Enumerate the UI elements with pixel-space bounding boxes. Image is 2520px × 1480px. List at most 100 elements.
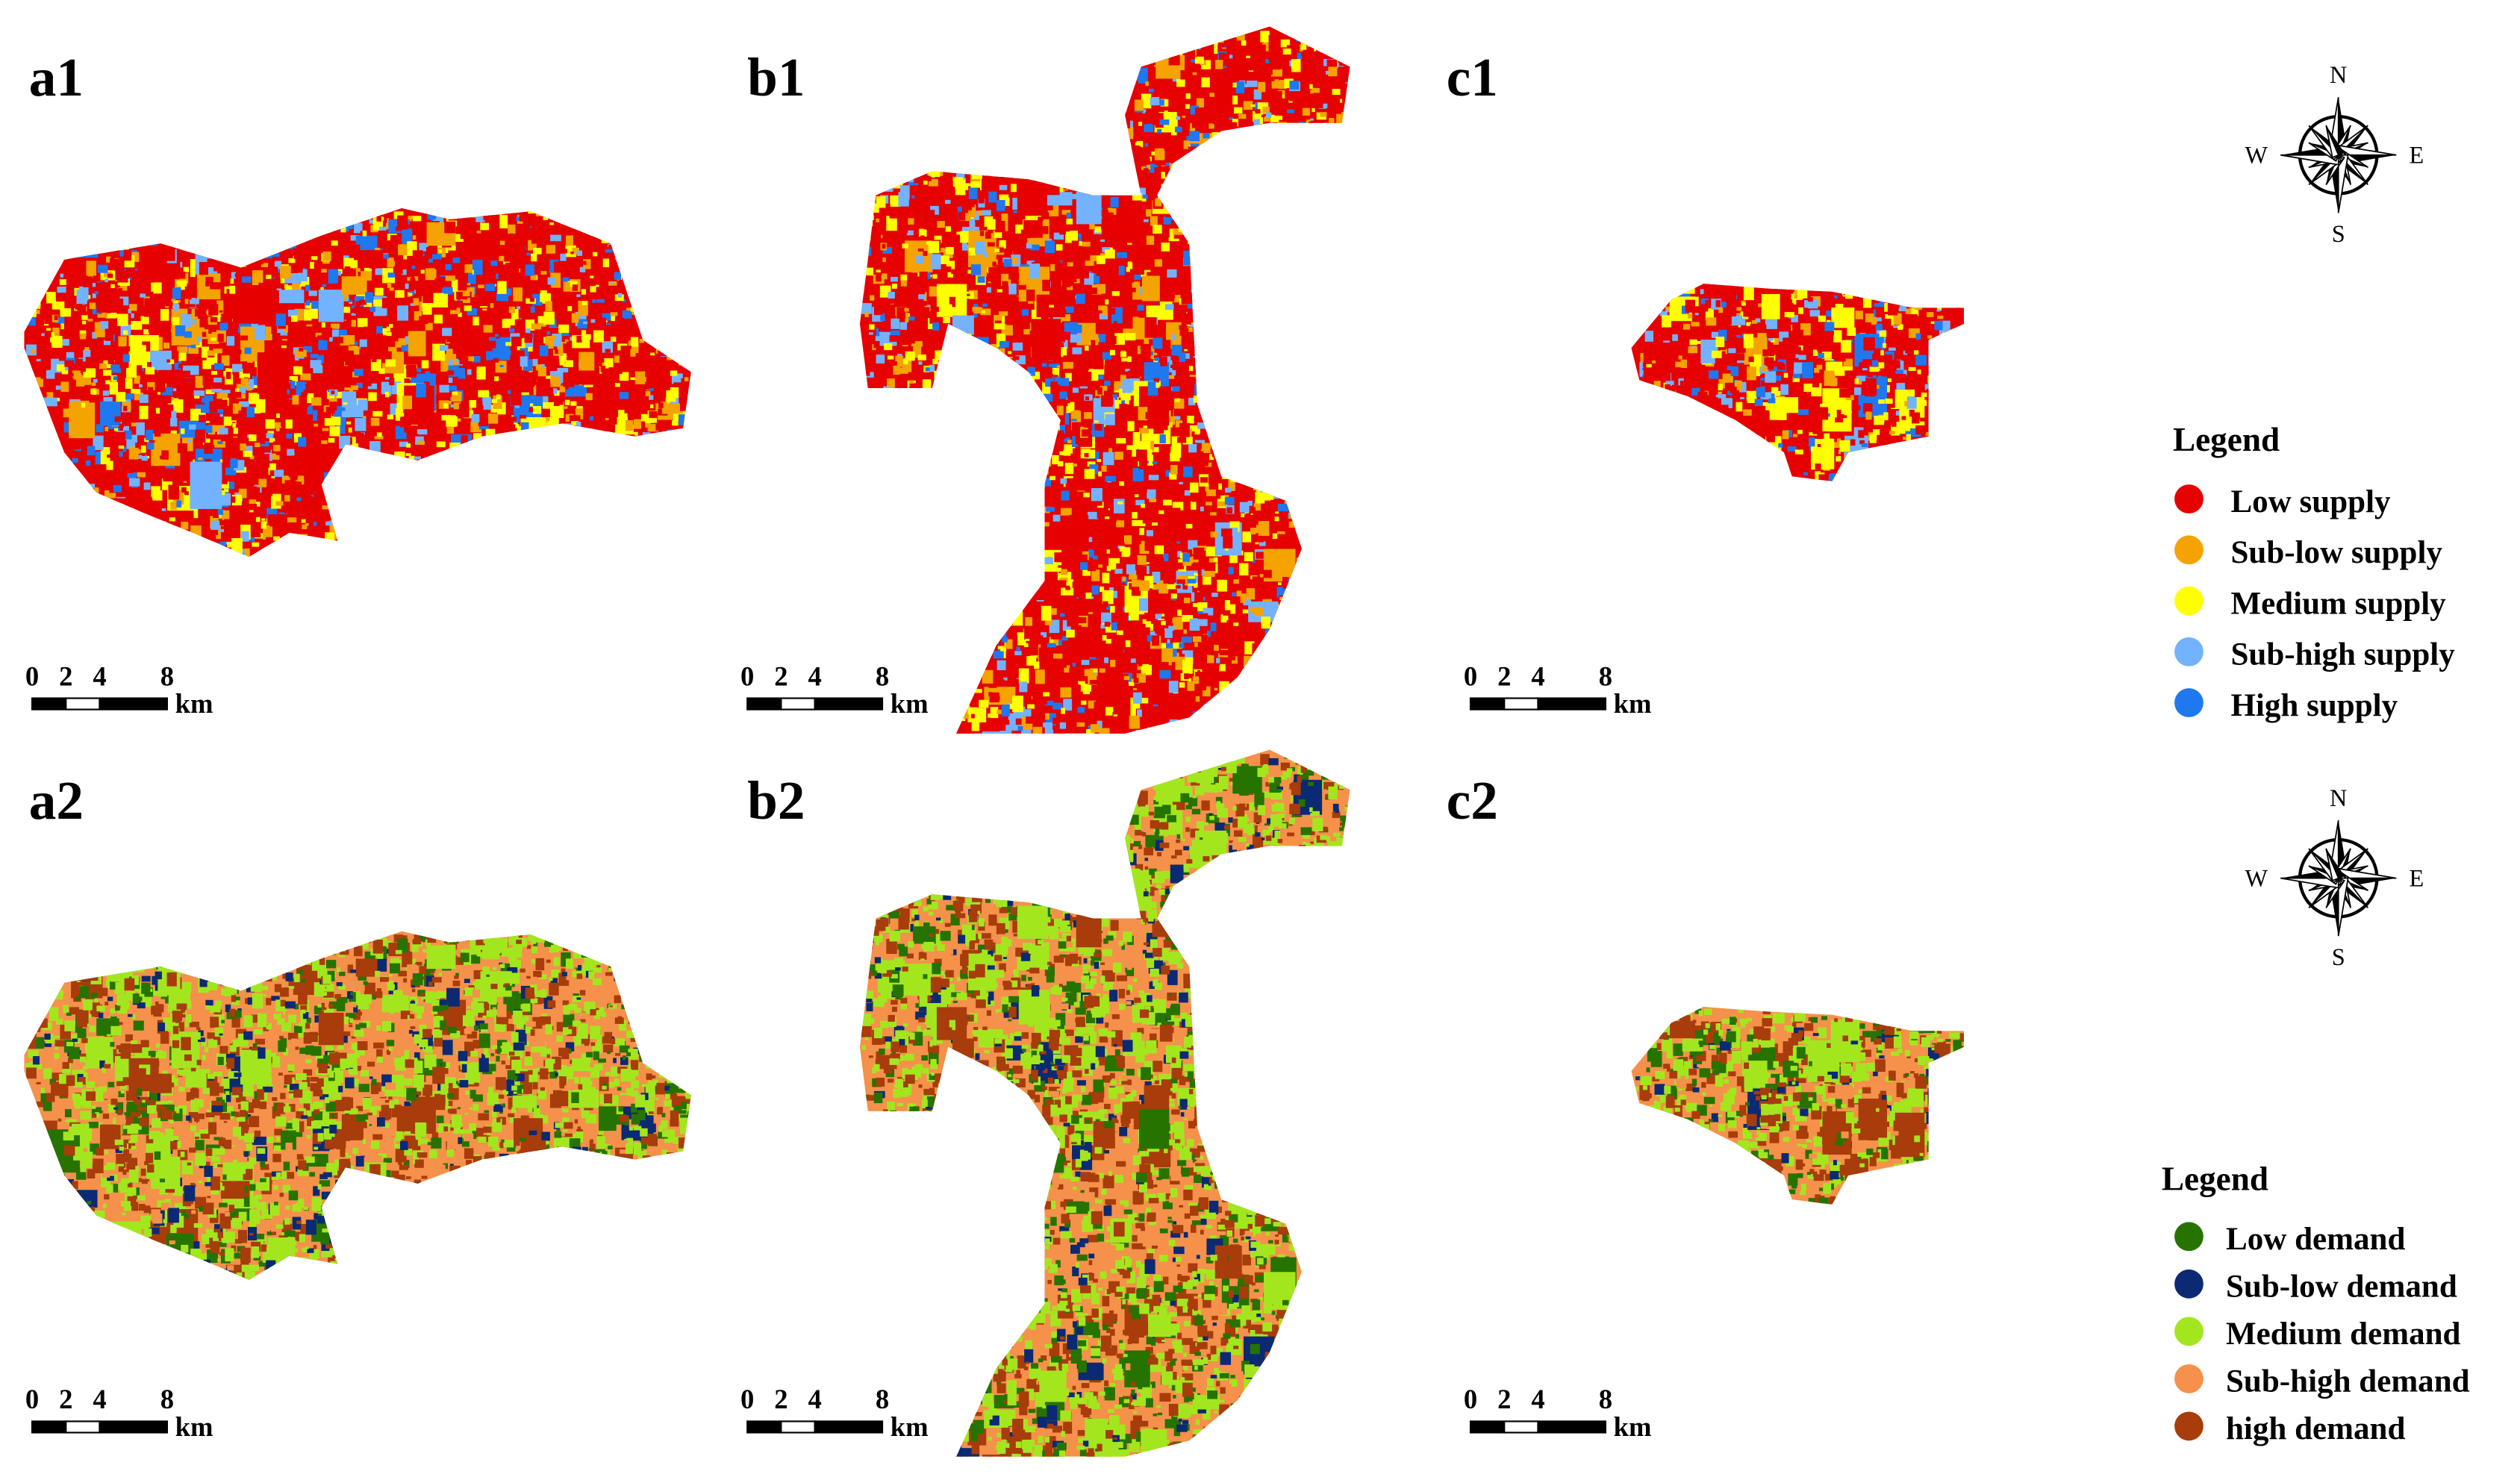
- map-patch: [140, 379, 149, 384]
- map-patch: [679, 482, 686, 492]
- map-patch: [1285, 442, 1292, 449]
- map-patch: [95, 369, 100, 373]
- map-patch: [501, 337, 506, 342]
- map-patch: [393, 481, 404, 488]
- map-patch: [993, 90, 998, 98]
- map-patch: [674, 511, 680, 515]
- map-patch: [637, 387, 646, 398]
- map-patch: [484, 330, 490, 337]
- map-patch: [369, 306, 375, 313]
- map-patch: [402, 511, 413, 521]
- map-patch: [1247, 676, 1255, 688]
- map-patch: [110, 507, 122, 516]
- map-patch: [1202, 219, 1214, 232]
- map-patch: [493, 472, 505, 482]
- map-patch: [257, 352, 287, 394]
- map-patch: [888, 152, 895, 161]
- map-patch: [458, 531, 465, 537]
- map-patch: [675, 513, 682, 524]
- map-patch: [425, 463, 434, 473]
- map-patch: [633, 294, 644, 305]
- map-patch: [402, 520, 408, 527]
- map-patch: [525, 474, 531, 483]
- map-patch: [592, 401, 603, 413]
- map-patch: [445, 493, 450, 499]
- map-patch: [939, 376, 950, 383]
- map-patch: [959, 703, 966, 712]
- map-patch: [167, 398, 179, 405]
- map-patch: [205, 458, 212, 463]
- map-patch: [125, 520, 131, 524]
- map-patch: [494, 376, 499, 382]
- map-patch: [540, 443, 551, 454]
- map-patch: [131, 543, 139, 547]
- map-patch: [279, 266, 291, 279]
- map-patch: [470, 525, 477, 534]
- map-patch: [596, 284, 599, 287]
- map-patch: [690, 474, 691, 490]
- map-patch: [1121, 221, 1125, 227]
- map-patch: [299, 358, 308, 367]
- map-patch: [362, 230, 367, 237]
- map-patch: [1135, 140, 1144, 148]
- map-patch: [407, 277, 411, 281]
- map-patch: [232, 403, 242, 414]
- map-patch: [552, 302, 563, 309]
- map-patch: [461, 342, 467, 348]
- map-patch: [530, 487, 535, 493]
- map-patch: [935, 434, 946, 440]
- map-patch: [402, 469, 411, 479]
- map-patch: [231, 220, 235, 225]
- map-patch: [458, 403, 470, 418]
- map-patch: [1188, 205, 1218, 239]
- map-patch: [988, 368, 995, 378]
- map-patch: [490, 302, 494, 308]
- map-patch: [1347, 566, 1350, 571]
- map-patch: [439, 475, 451, 484]
- map-patch: [882, 257, 886, 263]
- map-patch: [922, 74, 933, 84]
- map-patch: [196, 337, 202, 343]
- map-patch: [88, 496, 97, 508]
- map-patch: [531, 253, 537, 262]
- map-patch: [1329, 725, 1335, 730]
- map-patch: [992, 435, 1004, 446]
- map-patch: [646, 296, 660, 309]
- map-patch: [165, 405, 175, 413]
- map-patch: [169, 396, 174, 401]
- map-patch: [1296, 355, 1302, 363]
- map-patch: [583, 321, 588, 325]
- map-patch: [246, 303, 266, 322]
- map-patch: [389, 324, 393, 328]
- map-patch: [54, 504, 58, 508]
- map-patch: [55, 234, 67, 249]
- map-patch: [282, 461, 291, 470]
- map-patch: [1329, 271, 1341, 283]
- map-patch: [215, 546, 220, 552]
- map-patch: [465, 463, 477, 475]
- map-patch: [115, 281, 120, 288]
- map-patch: [243, 450, 252, 458]
- map-patch: [99, 363, 107, 369]
- map-patch: [578, 507, 587, 519]
- map-patch: [923, 676, 930, 685]
- map-patch: [318, 290, 344, 322]
- map-patch: [341, 276, 367, 295]
- map-patch: [1201, 77, 1210, 88]
- map-patch: [387, 473, 396, 484]
- map-patch: [924, 404, 929, 407]
- map-patch: [1322, 38, 1327, 42]
- map-patch: [479, 487, 488, 498]
- map-patch: [973, 337, 984, 346]
- map-patch: [334, 218, 342, 228]
- map-patch: [27, 482, 31, 485]
- map-patch: [517, 552, 525, 557]
- map-patch: [55, 295, 63, 302]
- map-patch: [381, 464, 390, 473]
- map-patch: [879, 714, 888, 719]
- map-patch: [105, 310, 117, 319]
- map-patch: [552, 459, 561, 470]
- map-patch: [114, 545, 125, 558]
- map-patch: [868, 92, 891, 116]
- map-patch: [1182, 583, 1188, 590]
